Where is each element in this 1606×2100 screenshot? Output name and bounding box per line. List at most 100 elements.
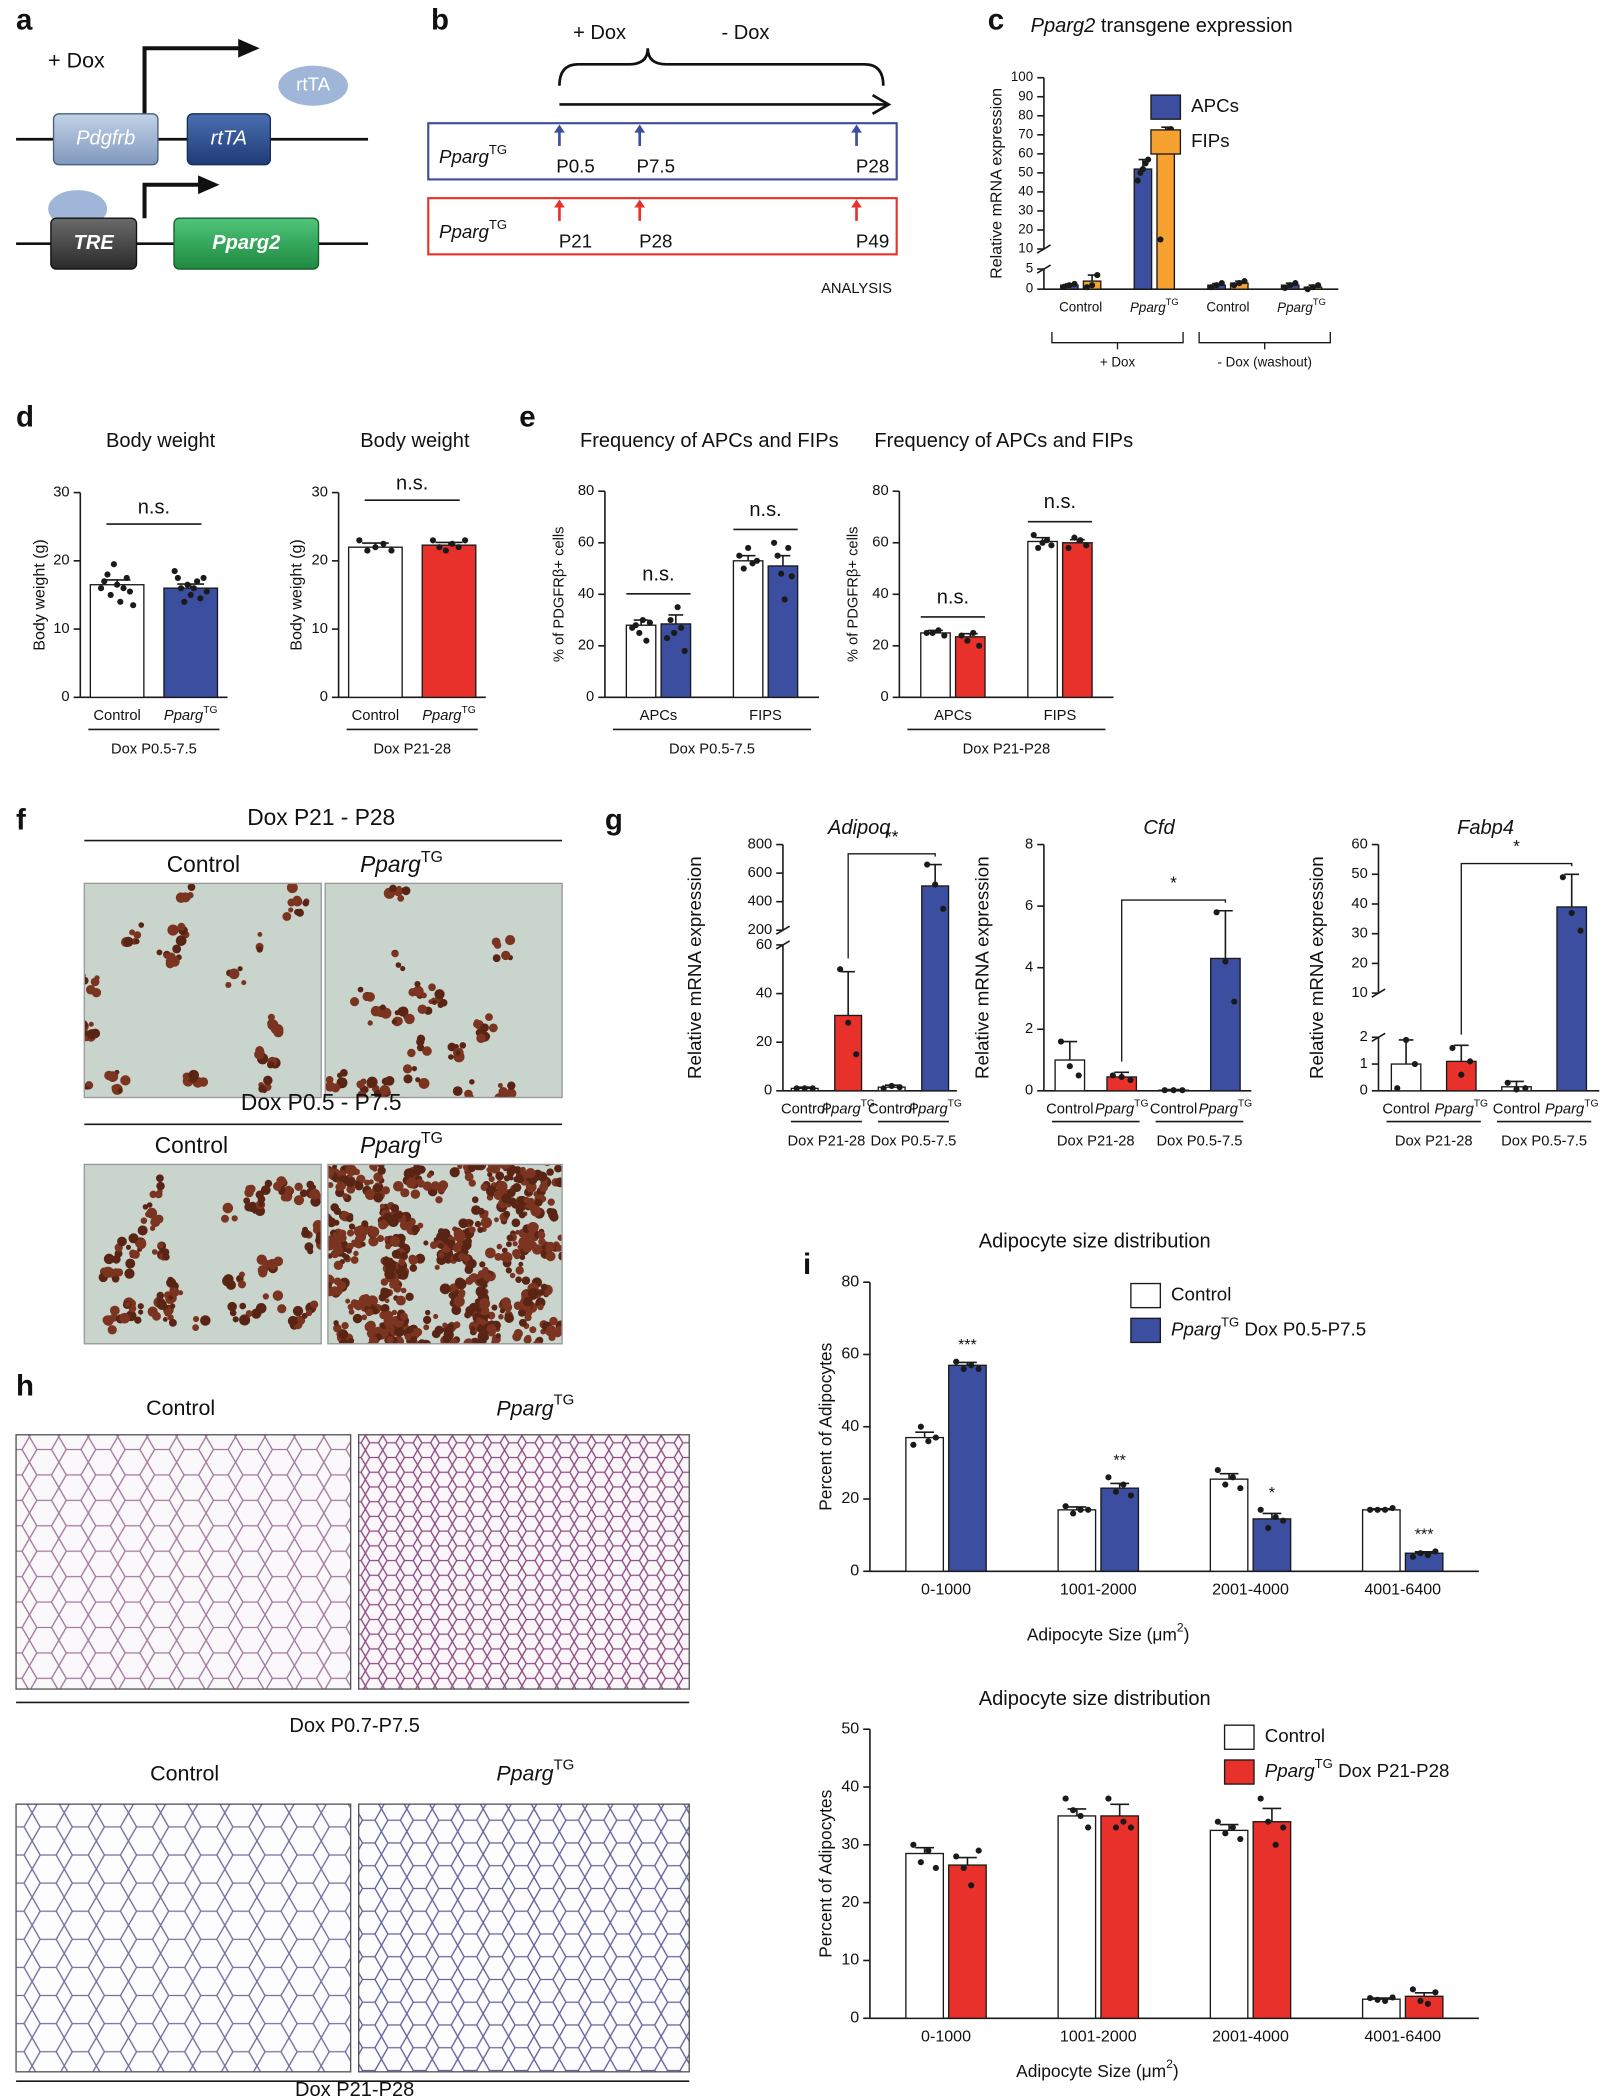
stain-droplet (124, 1301, 131, 1308)
bar (732, 560, 764, 699)
data-point (1083, 284, 1090, 291)
data-point (1272, 1841, 1279, 1848)
row-label: PpargTG (439, 142, 507, 167)
bar (1156, 143, 1176, 290)
stain-droplet (506, 1241, 512, 1248)
analysis-label: ANALYSIS (821, 281, 892, 297)
stain-droplet (288, 907, 294, 913)
legend-label: APCs (1191, 95, 1239, 116)
x-tick-label-part: Pparg (821, 1101, 861, 1117)
error-bar (958, 1856, 977, 1866)
stain-droplet (517, 1308, 526, 1317)
stain-droplet (156, 1291, 165, 1300)
stain-droplet (260, 1185, 271, 1196)
legend-label: Control (1171, 1284, 1231, 1305)
stain-droplet (449, 1338, 458, 1344)
stain-droplet (523, 1196, 530, 1204)
data-point (1229, 1824, 1236, 1831)
stain-droplet (468, 1179, 476, 1187)
stain-droplet (512, 1182, 522, 1193)
stain-droplet (491, 1304, 498, 1311)
stain-droplet (257, 1265, 268, 1276)
stain-droplet (338, 1329, 349, 1340)
image-label: Control (146, 1396, 215, 1420)
stain-droplet (379, 1004, 386, 1011)
stain-droplet (433, 1313, 439, 1319)
stain-droplet (325, 1075, 334, 1084)
stain-droplet (400, 965, 406, 972)
stain-droplet (353, 1299, 364, 1311)
data-point (1062, 1795, 1069, 1802)
data-point (1417, 1997, 1424, 2005)
y-tick-label: 80 (1018, 107, 1033, 122)
stain-droplet (535, 1300, 541, 1306)
chart-title: Adipocyte size distribution (979, 1688, 1211, 1710)
stain-droplet (239, 1314, 251, 1326)
stain-droplet (256, 1254, 267, 1265)
chart-title: Frequency of APCs and FIPs (874, 430, 1133, 452)
data-point (1105, 1795, 1112, 1802)
stain-droplet (501, 1252, 513, 1263)
x-axis-label-part: Adipocyte Size (μm (1016, 2060, 1166, 2080)
stain-droplet (231, 1215, 238, 1222)
bar (920, 632, 951, 699)
significance-label: ** (885, 826, 899, 846)
stain-droplet (346, 1184, 356, 1194)
stain-droplet (258, 1085, 266, 1093)
stain-droplet (327, 1274, 333, 1282)
error-bar (1062, 1040, 1078, 1061)
data-point (364, 547, 371, 554)
stain-droplet (566, 1206, 572, 1212)
data-point (975, 1365, 982, 1373)
stain-droplet (534, 1344, 543, 1353)
y-tick-label: 50 (841, 1719, 859, 1737)
stain-droplet (381, 1290, 387, 1297)
stain-droplet (538, 1289, 545, 1296)
stain-droplet (119, 1312, 131, 1324)
error-bar (915, 1846, 934, 1854)
stain-droplet (410, 1189, 421, 1199)
data-point (1222, 1481, 1229, 1488)
image-label: Control (155, 1132, 228, 1158)
data-point (781, 596, 788, 603)
micrograph-bg (325, 883, 563, 1098)
data-point (736, 552, 743, 559)
stain-droplet (146, 1202, 153, 1208)
panel-label: e (519, 401, 535, 434)
row-gene: Pparg (439, 221, 490, 242)
data-point (1065, 544, 1072, 552)
x-axis-label-part: Adipocyte Size (μm (1027, 1624, 1177, 1644)
data-point (1213, 282, 1220, 289)
stain-droplet (379, 1322, 385, 1328)
data-point (663, 635, 671, 642)
stain-droplet (168, 1318, 177, 1327)
stain-droplet (501, 1247, 508, 1254)
stain-droplet (287, 883, 294, 890)
x-tick-label: Control (352, 708, 399, 724)
error-bar (1219, 1472, 1239, 1480)
data-point (845, 1019, 852, 1026)
stain-droplet (545, 1251, 556, 1262)
bar (1133, 168, 1153, 290)
stain-droplet (284, 913, 291, 920)
stain-droplet (85, 1081, 91, 1087)
stain-droplet (327, 1282, 332, 1288)
error-bar (1398, 1039, 1414, 1065)
stain-droplet (373, 1184, 382, 1193)
error-bar (1110, 1803, 1130, 1816)
stain-droplet (467, 1164, 470, 1165)
y-axis-label: Relative mRNA expression (987, 88, 1005, 279)
stain-droplet (134, 938, 140, 945)
row-gene: Pparg (439, 146, 490, 167)
stain-droplet (312, 1219, 322, 1231)
data-point (200, 574, 207, 581)
stain-droplet (488, 1023, 498, 1033)
data-point (1070, 1510, 1077, 1517)
stain-droplet (366, 1301, 372, 1307)
stain-droplet (464, 1265, 474, 1274)
stain-droplet (473, 1158, 479, 1164)
x-axis-label: Adipocyte Size (μm2) (1016, 2057, 1179, 2080)
stain-droplet (348, 1308, 355, 1315)
stain-droplet (501, 1297, 512, 1308)
